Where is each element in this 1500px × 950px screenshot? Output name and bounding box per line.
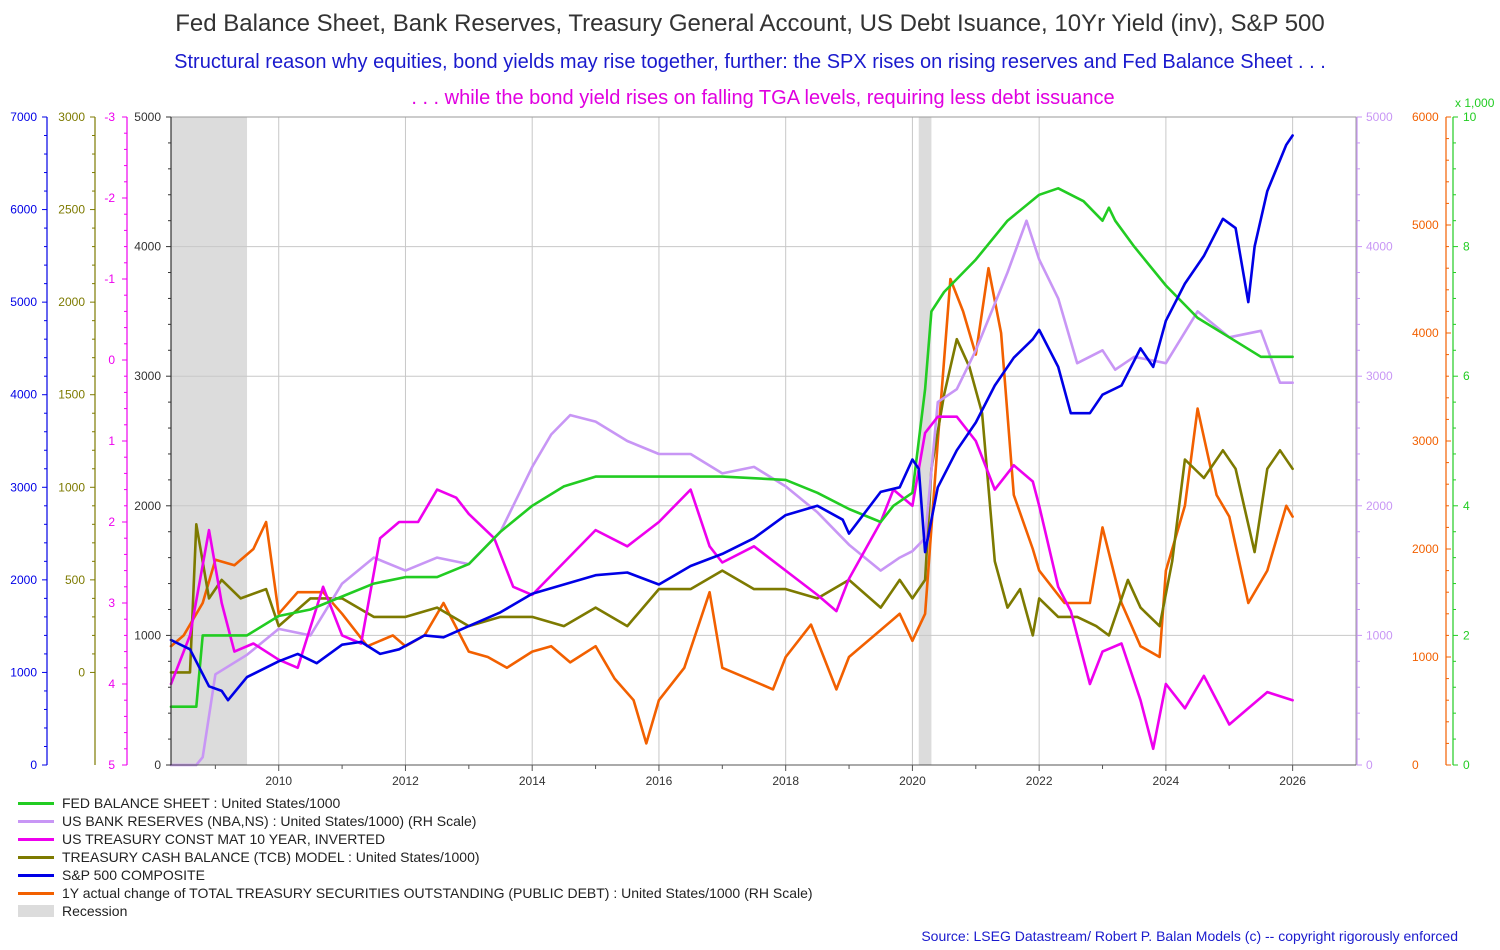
legend-item-recession: Recession [18, 902, 813, 920]
legend-label: Recession [62, 903, 128, 919]
fed-axis-label: 4 [1463, 499, 1470, 513]
legend-label: US TREASURY CONST MAT 10 YEAR, INVERTED [62, 831, 386, 847]
series-line-sp500 [169, 134, 1294, 702]
legend-item-treasury-cash-balance: TREASURY CASH BALANCE (TCB) MODEL : Unit… [18, 848, 813, 866]
legend-label: TREASURY CASH BALANCE (TCB) MODEL : Unit… [62, 849, 480, 865]
spx-axis-label: 4000 [10, 388, 37, 402]
spx-axis-label: 5000 [10, 295, 37, 309]
x-tick-label: 2022 [1026, 774, 1053, 788]
recession-band [171, 117, 248, 765]
legend-item-sp500: S&P 500 COMPOSITE [18, 866, 813, 884]
legend-swatch [18, 855, 54, 859]
debt-axis-label: 6000 [1412, 110, 1439, 124]
plot-background [171, 117, 1356, 765]
debt-axis-label: 1000 [1412, 650, 1439, 664]
fed-axis-unit-label: x 1,000 [1455, 96, 1495, 110]
tga-axis-label: 0 [78, 665, 85, 679]
reserves-axis-label: 3000 [1366, 369, 1393, 383]
tga-axis-label: 1500 [58, 388, 85, 402]
tga-axis-label: 2500 [58, 203, 85, 217]
reserves-axis-label: 1000 [1366, 628, 1393, 642]
legend-swatch [18, 801, 54, 805]
tga-axis-label: 3000 [58, 110, 85, 124]
legend: FED BALANCE SHEET : United States/1000 U… [18, 794, 813, 920]
x-tick-label: 2020 [899, 774, 926, 788]
yield-axis-label: 1 [108, 434, 115, 448]
fed-axis-label: 6 [1463, 369, 1470, 383]
x-tick-label: 2024 [1153, 774, 1180, 788]
legend-swatch [18, 891, 54, 895]
plot-area [169, 116, 1357, 767]
spx-axis-label: 6000 [10, 203, 37, 217]
legend-item-fed-balance-sheet: FED BALANCE SHEET : United States/1000 [18, 794, 813, 812]
primary-axis-label: 4000 [134, 240, 161, 254]
x-tick-label: 2016 [646, 774, 673, 788]
debt-axis-label: 3000 [1412, 434, 1439, 448]
primary-axis-label: 2000 [134, 499, 161, 513]
primary-axis-label: 1000 [134, 628, 161, 642]
tga-axis-label: 2000 [58, 295, 85, 309]
fed-axis-label: 0 [1463, 758, 1470, 772]
series-line-10y-yield-inverted [169, 415, 1294, 751]
series-line-fed-balance-sheet [169, 187, 1294, 709]
series-line-bank-reserves [169, 219, 1294, 767]
fed-axis-label: 2 [1463, 628, 1470, 642]
debt-axis-label: 5000 [1412, 218, 1439, 232]
primary-axis-label: 5000 [134, 110, 161, 124]
reserves-axis-label: 2000 [1366, 499, 1393, 513]
legend-label: US BANK RESERVES (NBA,NS) : United State… [62, 813, 477, 829]
series-line-treasury-cash-balance [169, 337, 1294, 674]
debt-axis-label: 0 [1412, 758, 1419, 772]
legend-swatch [18, 819, 54, 823]
chart-title: Fed Balance Sheet, Bank Reserves, Treasu… [175, 10, 1325, 37]
yield-axis-label: 2 [108, 515, 115, 529]
axes: 2010 2012 2014 2016 2018 2020 2022 2024 20260100… [10, 96, 1494, 788]
legend-swatch [18, 837, 54, 841]
legend-item-bank-reserves: US BANK RESERVES (NBA,NS) : United State… [18, 812, 813, 830]
legend-item-10y-yield-inverted: US TREASURY CONST MAT 10 YEAR, INVERTED [18, 830, 813, 848]
legend-label: S&P 500 COMPOSITE [62, 867, 205, 883]
chart-subtitle-1: Structural reason why equities, bond yie… [174, 51, 1326, 73]
debt-axis-label: 2000 [1412, 542, 1439, 556]
yield-axis-label: -1 [104, 272, 115, 286]
source-note: Source: LSEG Datastream/ Robert P. Balan… [921, 928, 1458, 944]
tga-axis-label: 1000 [58, 480, 85, 494]
x-tick-label: 2018 [772, 774, 799, 788]
primary-axis-label: 3000 [134, 369, 161, 383]
yield-axis-label: 3 [108, 596, 115, 610]
x-tick-label: 2014 [519, 774, 546, 788]
chart-subtitle-2: . . . while the bond yield rises on fall… [411, 87, 1114, 109]
x-tick-label: 2012 [392, 774, 419, 788]
yield-axis-label: -2 [104, 191, 115, 205]
legend-label: 1Y actual change of TOTAL TREASURY SECUR… [62, 885, 813, 901]
x-tick-label: 2026 [1279, 774, 1306, 788]
yield-axis-label: -3 [104, 110, 115, 124]
spx-axis-label: 7000 [10, 110, 37, 124]
reserves-axis-label: 5000 [1366, 110, 1393, 124]
x-tick-label: 2010 [265, 774, 292, 788]
legend-item-public-debt-change: 1Y actual change of TOTAL TREASURY SECUR… [18, 884, 813, 902]
primary-axis-label: 0 [154, 758, 161, 772]
legend-swatch [18, 905, 54, 917]
yield-axis-label: 5 [108, 758, 115, 772]
reserves-axis-label: 0 [1366, 758, 1373, 772]
spx-axis-label: 0 [30, 758, 37, 772]
reserves-axis-label: 4000 [1366, 240, 1393, 254]
yield-axis-label: 0 [108, 353, 115, 367]
spx-axis-label: 2000 [10, 573, 37, 587]
series-line-public-debt-change [169, 266, 1294, 745]
recession-band [918, 117, 932, 765]
fed-axis-label: 10 [1463, 110, 1477, 124]
fed-axis-label: 8 [1463, 240, 1470, 254]
yield-axis-label: 4 [108, 677, 115, 691]
tga-axis-label: 500 [65, 573, 85, 587]
spx-axis-label: 3000 [10, 480, 37, 494]
legend-label: FED BALANCE SHEET : United States/1000 [62, 795, 341, 811]
legend-swatch [18, 873, 54, 877]
spx-axis-label: 1000 [10, 665, 37, 679]
debt-axis-label: 4000 [1412, 326, 1439, 340]
